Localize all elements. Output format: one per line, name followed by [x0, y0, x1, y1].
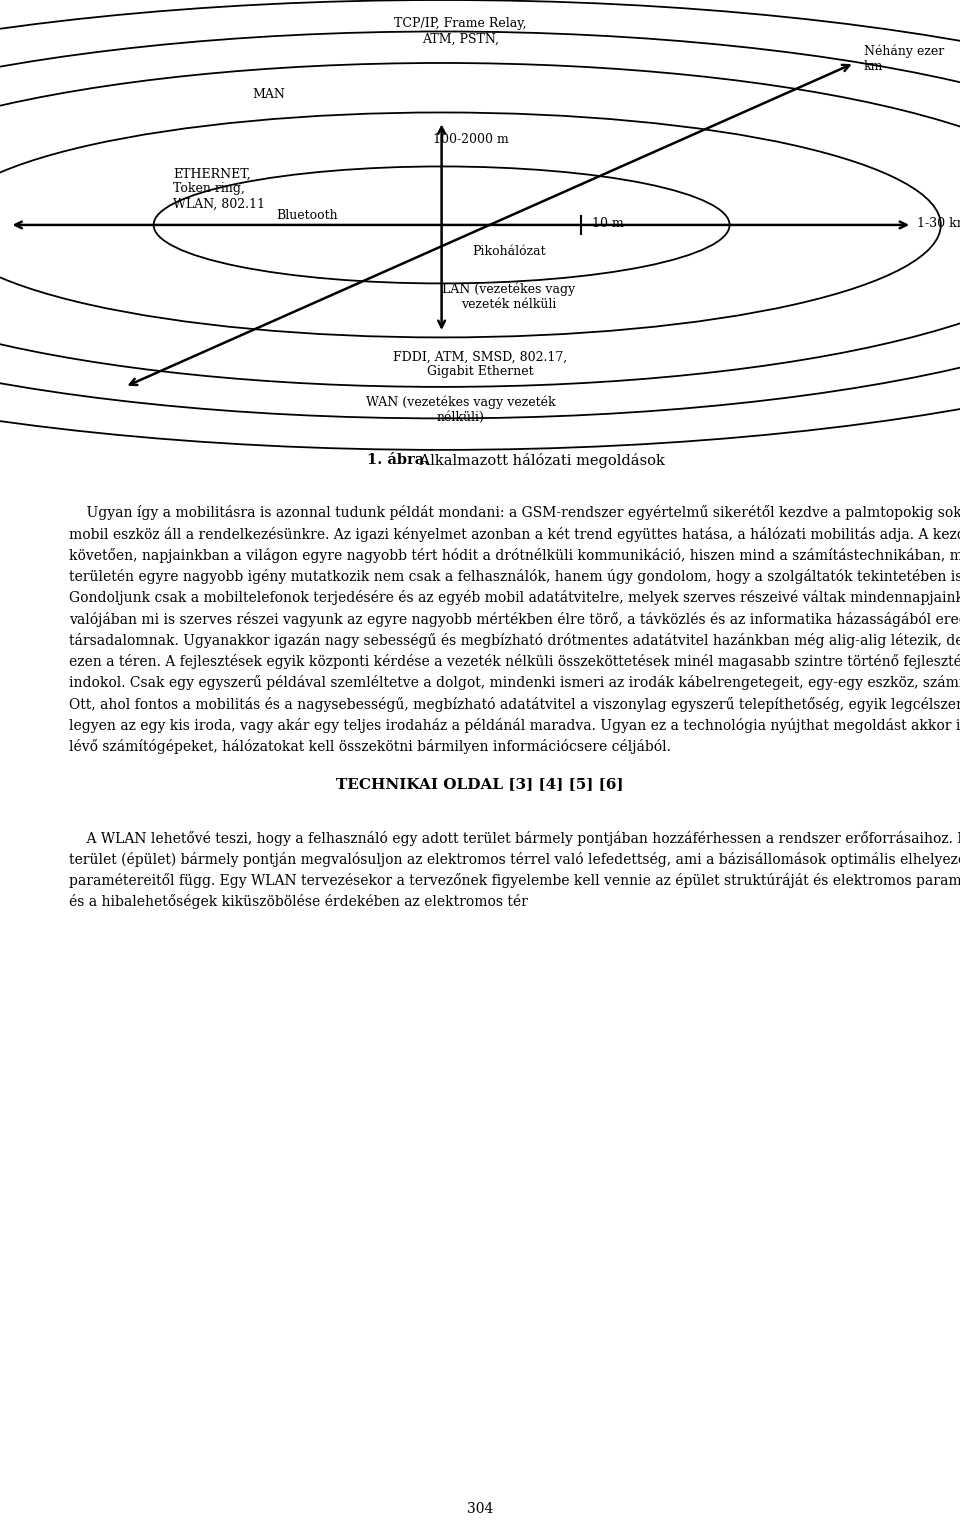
Text: Bluetooth: Bluetooth [276, 209, 338, 223]
Text: és a hibalehetőségek kiküszöbölése érdekében az elektromos tér: és a hibalehetőségek kiküszöbölése érdek… [69, 894, 528, 909]
Text: mobil eszköz áll a rendelkezésünkre. Az igazi kényelmet azonban a két trend együ: mobil eszköz áll a rendelkezésünkre. Az … [69, 526, 960, 541]
Text: ezen a téren. A fejlesztések egyik központi kérdése a vezeték nélküli összekötte: ezen a téren. A fejlesztések egyik közpo… [69, 654, 960, 669]
Text: 1-30 km: 1-30 km [917, 217, 960, 230]
Text: legyen az egy kis iroda, vagy akár egy teljes irodaház a példánál maradva. Ugyan: legyen az egy kis iroda, vagy akár egy t… [69, 718, 960, 734]
Text: valójában mi is szerves részei vagyunk az egyre nagyobb mértékben élre törő, a t: valójában mi is szerves részei vagyunk a… [69, 612, 960, 627]
Text: paramétereitől függ. Egy WLAN tervezésekor a tervezőnek figyelembe kell vennie a: paramétereitől függ. Egy WLAN tervezések… [69, 874, 960, 888]
Text: 100-2000 m: 100-2000 m [433, 133, 508, 146]
Text: Gondoljunk csak a mobiltelefonok terjedésére és az egyéb mobil adatátvitelre, me: Gondoljunk csak a mobiltelefonok terjedé… [69, 590, 960, 605]
Text: 1. ábra.: 1. ábra. [367, 453, 429, 467]
Text: indokol. Csak egy egyszerű példával szemléltetve a dolgot, mindenki ismeri az ir: indokol. Csak egy egyszerű példával szem… [69, 676, 960, 691]
Text: TECHNIKAI OLDAL [3] [4] [5] [6]: TECHNIKAI OLDAL [3] [4] [5] [6] [336, 778, 624, 791]
Text: lévő számítógépeket, hálózatokat kell összekötni bármilyen információcsere céljá: lévő számítógépeket, hálózatokat kell ös… [69, 740, 671, 755]
Text: társadalomnak. Ugyanakkor igazán nagy sebességű és megbízható drótmentes adatátv: társadalomnak. Ugyanakkor igazán nagy se… [69, 633, 960, 648]
Text: MAN: MAN [252, 88, 285, 101]
Text: Ott, ahol fontos a mobilitás és a nagysebességű, megbízható adatátvitel a viszon: Ott, ahol fontos a mobilitás és a nagyse… [69, 697, 960, 712]
Text: A WLAN lehetővé teszi, hogy a felhasználó egy adott terület bármely pontjában ho: A WLAN lehetővé teszi, hogy a felhasznál… [69, 831, 960, 845]
Text: terület (épület) bármely pontján megvalósuljon az elektromos térrel való lefedet: terület (épület) bármely pontján megvaló… [69, 852, 960, 866]
Text: követően, napjainkban a világon egyre nagyobb tért hódit a drótnélküli kommuniká: követően, napjainkban a világon egyre na… [69, 547, 960, 563]
Text: LAN (vezetékes vagy
vezeték nélküli: LAN (vezetékes vagy vezeték nélküli [443, 282, 575, 311]
Text: 10 m: 10 m [592, 217, 624, 230]
Text: Pikohálózat: Pikohálózat [472, 246, 545, 258]
Text: WAN (vezetékes vagy vezeték
nélküli): WAN (vezetékes vagy vezeték nélküli) [366, 395, 556, 424]
Text: Néhány ezer
km: Néhány ezer km [864, 44, 945, 73]
Text: ETHERNET,
Token ring,
WLAN, 802.11: ETHERNET, Token ring, WLAN, 802.11 [173, 168, 265, 210]
Text: Alkalmazott hálózati megoldások: Alkalmazott hálózati megoldások [415, 453, 664, 468]
Text: Ugyan így a mobilitásra is azonnal tudunk példát mondani: a GSM-rendszer egyérte: Ugyan így a mobilitásra is azonnal tudun… [69, 505, 960, 520]
Text: 304: 304 [467, 1502, 493, 1516]
Text: FDDI, ATM, SMSD, 802.17,
Gigabit Ethernet: FDDI, ATM, SMSD, 802.17, Gigabit Etherne… [393, 351, 567, 378]
Text: TCP/IP, Frame Relay,
ATM, PSTN,: TCP/IP, Frame Relay, ATM, PSTN, [395, 17, 527, 46]
Text: területén egyre nagyobb igény mutatkozik nem csak a felhasználók, hanem úgy gond: területén egyre nagyobb igény mutatkozik… [69, 569, 960, 584]
